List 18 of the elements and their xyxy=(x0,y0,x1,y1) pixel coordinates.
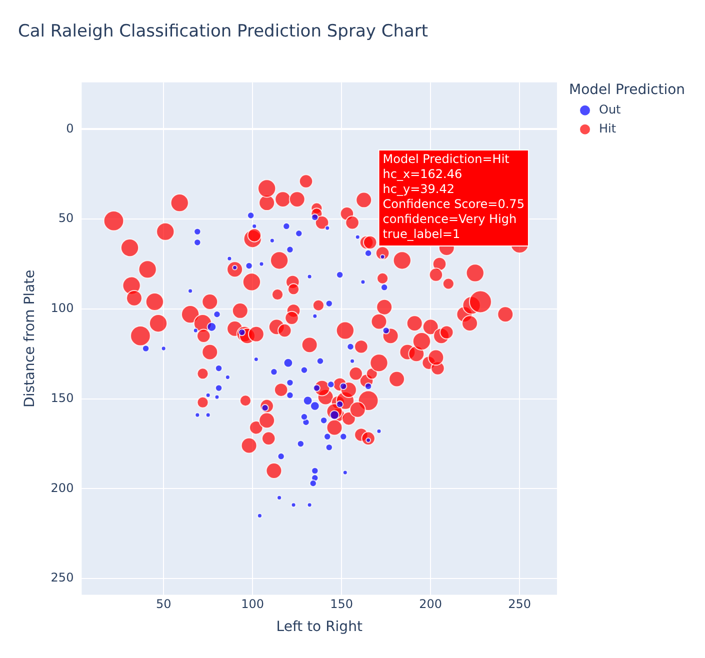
annotation: Model Prediction=Hit hc_x=162.46 hc_y=39.42 Confidence Score=0.75 confidence=Very High true_label=1 xyxy=(382,152,524,242)
chart-title: Cal Raleigh Classification Prediction Spray Chart xyxy=(18,22,428,42)
x-tick-label: 150 xyxy=(330,597,354,612)
x-tick-label: 250 xyxy=(508,597,532,612)
y-axis-title: Distance from Plate xyxy=(22,270,38,408)
y-tick-label: 250 xyxy=(50,570,74,585)
y-tick-label: 50 xyxy=(58,211,74,226)
y-tick-label: 200 xyxy=(50,480,74,495)
x-tick-label: 100 xyxy=(241,597,264,612)
y-tick-label: 150 xyxy=(50,390,74,405)
legend-label: Out xyxy=(599,102,622,117)
x-axis-title: Left to Right xyxy=(276,619,363,636)
x-tick-label: 50 xyxy=(156,597,172,612)
legend-title: Model Prediction xyxy=(569,82,686,98)
x-tick-label: 200 xyxy=(419,597,442,612)
y-tick-label: 0 xyxy=(66,121,74,136)
y-tick-label: 100 xyxy=(50,301,74,316)
legend-label: Hit xyxy=(599,122,616,136)
